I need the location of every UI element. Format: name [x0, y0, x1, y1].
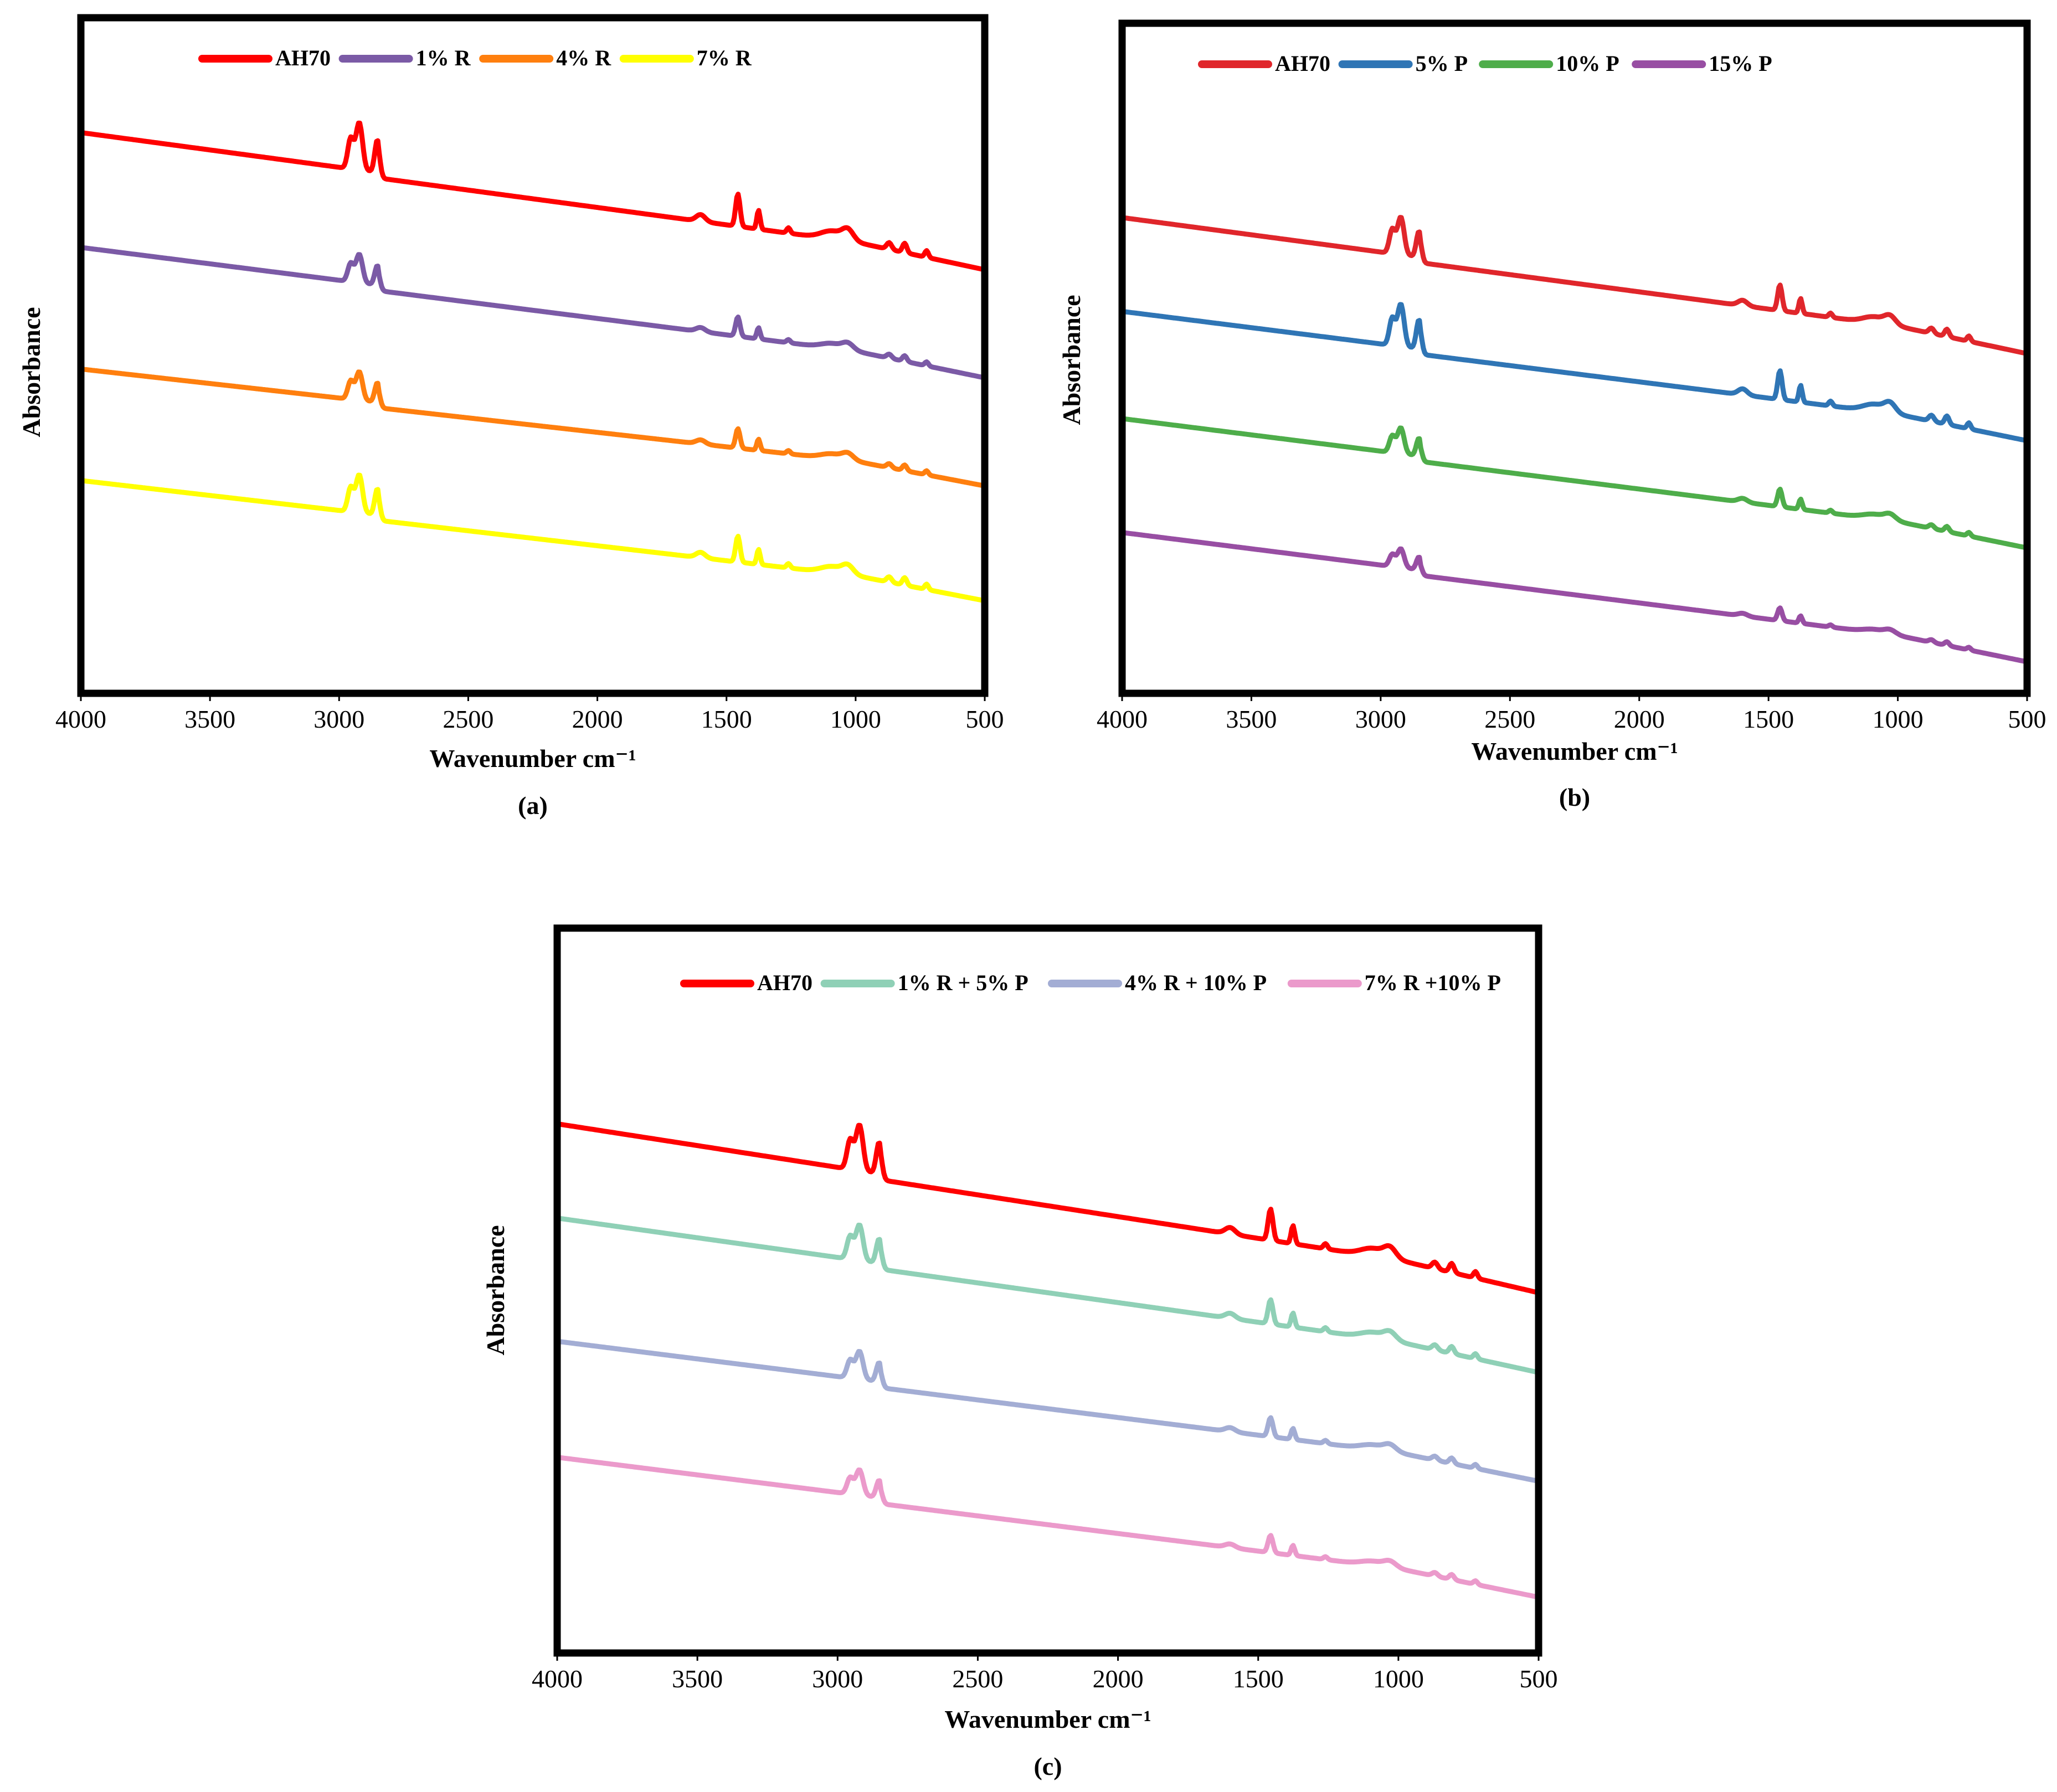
- series-line-5-p: [1119, 302, 2030, 444]
- plot-frame: [77, 14, 989, 697]
- series-line-4-r: [78, 366, 988, 488]
- x-tick-label: 3500: [672, 1665, 723, 1693]
- x-tick-label: 2500: [952, 1665, 1003, 1693]
- x-tick-label: 1000: [830, 705, 881, 733]
- x-tick-label: 1000: [1373, 1665, 1424, 1693]
- series-line-ah70: [554, 1121, 1541, 1295]
- y-axis-title: Absorbance: [481, 1225, 510, 1355]
- panel-label: (c): [1033, 1752, 1062, 1780]
- x-tick-label: 3000: [812, 1665, 863, 1693]
- x-tick-label: 4000: [55, 705, 106, 733]
- series-line-10-p: [1119, 416, 2030, 550]
- x-tick-label: 3500: [184, 705, 235, 733]
- x-tick-label: 3500: [1226, 705, 1277, 733]
- series-line-15-p: [1119, 530, 2030, 665]
- series-line-7-r: [78, 472, 988, 604]
- x-tick-label: 500: [966, 705, 1004, 733]
- legend-label: 7% R +10% P: [1365, 970, 1501, 995]
- legend-label: AH70: [275, 45, 331, 70]
- x-axis-title: Wavenumber cm⁻¹: [429, 744, 636, 773]
- legend-label: AH70: [757, 970, 812, 995]
- legend-label: 4% R + 10% P: [1125, 970, 1267, 995]
- panel-label: (b): [1559, 783, 1590, 811]
- x-tick-label: 1500: [1233, 1665, 1284, 1693]
- x-tick-label: 4000: [1097, 705, 1148, 733]
- legend-label: 1% R + 5% P: [898, 970, 1028, 995]
- x-tick-label: 3000: [1355, 705, 1406, 733]
- x-tick-label: 1000: [1873, 705, 1924, 733]
- x-tick-label: 2000: [1093, 1665, 1144, 1693]
- series-line-1-r: [78, 245, 988, 380]
- x-tick-label: 500: [1520, 1665, 1558, 1693]
- x-tick-label: 2000: [572, 705, 623, 733]
- legend-label: 4% R: [556, 45, 611, 70]
- plot-frame: [1118, 19, 2031, 697]
- chart-panel-c: 4000 3500 3000 2500 2000 1500 1000 500 Wavenumbe…: [481, 924, 1558, 1780]
- legend-label: 10% P: [1556, 51, 1619, 76]
- y-axis-title: Absorbance: [17, 307, 45, 437]
- x-tick-label: 4000: [532, 1665, 583, 1693]
- plot-frame: [553, 924, 1542, 1657]
- x-tick-label: 500: [2008, 705, 2046, 733]
- legend: AH70 5% P 10% P 15% P: [1198, 51, 1772, 76]
- chart-panel-a: 4000 3500 3000 2500 2000 1500 1000 500 Wavenumbe…: [17, 14, 1004, 820]
- legend-label: 15% P: [1709, 51, 1772, 76]
- legend: AH70 1% R 4% R 7% R: [198, 45, 752, 70]
- series-line-1-r-5-p: [554, 1216, 1541, 1375]
- legend: AH70 1% R + 5% P 4% R + 10% P 7% R +10% P: [680, 970, 1501, 995]
- x-tick-label: 2500: [1484, 705, 1535, 733]
- legend-label: 1% R: [416, 45, 471, 70]
- panel-label: (a): [518, 791, 548, 820]
- legend-label: 7% R: [697, 45, 752, 70]
- x-axis-title: Wavenumber cm⁻¹: [1471, 737, 1678, 765]
- chart-panel-b: 4000 3500 3000 2500 2000 1500 1000 500 Wavenumbe…: [1057, 19, 2046, 811]
- y-axis-title: Absorbance: [1057, 295, 1086, 425]
- legend-label: 5% P: [1416, 51, 1468, 76]
- x-tick-label: 2000: [1614, 705, 1665, 733]
- x-tick-label: 1500: [701, 705, 752, 733]
- x-axis-title: Wavenumber cm⁻¹: [944, 1705, 1151, 1733]
- series-line-7-r-10-p: [554, 1455, 1541, 1600]
- x-tick-label: 3000: [313, 705, 364, 733]
- x-tick-label: 1500: [1743, 705, 1794, 733]
- series-line-ah70: [78, 120, 988, 272]
- legend-label: AH70: [1275, 51, 1330, 76]
- series-line-ah70: [1119, 215, 2030, 356]
- x-tick-label: 2500: [443, 705, 493, 733]
- series-line-4-r-10-p: [554, 1338, 1541, 1484]
